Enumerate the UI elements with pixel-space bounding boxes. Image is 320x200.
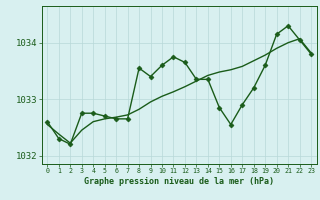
X-axis label: Graphe pression niveau de la mer (hPa): Graphe pression niveau de la mer (hPa) (84, 177, 274, 186)
